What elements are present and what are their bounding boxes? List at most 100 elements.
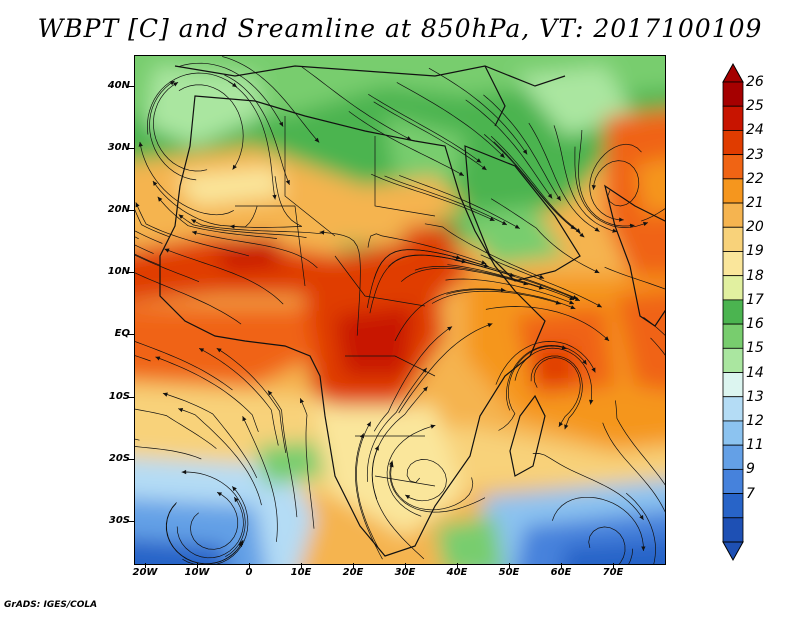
streamline: [480, 254, 602, 308]
streamline-arrow: [164, 248, 170, 253]
streamline: [178, 84, 244, 170]
coastlines-layer: [159, 65, 665, 557]
colorbar-bottom-arrow: [722, 541, 744, 562]
lat-label-20n: 20N: [107, 204, 130, 215]
streamline-arrow: [217, 492, 222, 497]
map-panel: [134, 55, 666, 565]
colorbar-swatch: [722, 396, 744, 422]
streamline: [641, 208, 665, 222]
streamline: [178, 408, 262, 506]
streamline: [166, 503, 244, 564]
colorbar-swatch: [722, 105, 744, 131]
streamline: [301, 66, 412, 141]
streamline-arrow: [232, 486, 237, 492]
streamline-arrow: [272, 194, 277, 200]
streamline-arrow: [178, 408, 184, 413]
streamline: [405, 459, 447, 502]
streamline: [625, 492, 656, 564]
streamline-arrow: [487, 323, 493, 328]
streamline-arrow: [558, 421, 563, 427]
colorbar-swatch: [722, 251, 744, 277]
streamline-arrow: [476, 158, 482, 163]
colorbar: [722, 62, 744, 562]
streamline: [396, 82, 505, 158]
streamline: [446, 289, 576, 310]
colorbar-swatch: [722, 202, 744, 228]
streamline: [164, 248, 284, 305]
streamline: [224, 74, 290, 186]
streamline: [553, 125, 618, 233]
streamline: [229, 176, 303, 228]
colorbar-label: 25: [746, 98, 764, 115]
streamline-arrow: [514, 224, 520, 229]
colorbar-swatch: [722, 323, 744, 349]
streamline-arrow: [242, 416, 247, 422]
streamline-arrow: [366, 421, 371, 427]
colorbar-label: 16: [746, 316, 764, 333]
lon-label-0: 0: [245, 567, 253, 578]
streamline: [530, 355, 583, 430]
colorbar-label: 13: [746, 388, 764, 405]
streamline: [198, 347, 279, 446]
streamline-arrow: [389, 462, 394, 468]
streamline-arrow: [569, 300, 574, 305]
lon-label-10e: 10E: [290, 567, 312, 578]
colorbar-label: 26: [746, 74, 764, 90]
lon-label-60e: 60E: [550, 567, 572, 578]
streamline-arrow: [216, 348, 222, 353]
colorbar-label: 9: [746, 461, 755, 478]
streamline: [498, 345, 567, 431]
streamline: [533, 357, 581, 427]
streamline: [578, 129, 635, 227]
streamline: [135, 355, 151, 362]
streamline: [414, 266, 544, 290]
streamline-arrow: [152, 181, 158, 186]
colorbar-swatch: [722, 347, 744, 373]
streamline-arrow: [564, 424, 569, 430]
streamline-arrow: [572, 295, 578, 300]
streamline-arrow: [191, 219, 197, 224]
streamline-arrow: [629, 223, 635, 228]
streamline: [182, 486, 249, 564]
colorbar-swatch: [722, 81, 744, 107]
streamline: [147, 72, 238, 135]
colorbar-label: 18: [746, 267, 764, 284]
streamline: [551, 496, 644, 552]
streamline: [490, 136, 581, 234]
streamline: [155, 356, 259, 433]
lat-label-10n: 10N: [107, 266, 130, 277]
chart-title: WBPT [C] and Sreamline at 850hPa, VT: 20…: [37, 14, 763, 43]
streamline-arrow: [589, 399, 594, 405]
streamline-arrow: [594, 227, 600, 232]
lat-label-10s: 10S: [108, 391, 130, 402]
streamline-arrow: [181, 469, 187, 475]
streamline: [602, 422, 665, 513]
streamline: [485, 306, 610, 342]
colorbar-label: 20: [746, 219, 764, 236]
streamline: [152, 180, 258, 228]
streamline: [398, 323, 493, 414]
streamline: [490, 198, 600, 274]
streamline: [216, 347, 287, 453]
streamline: [389, 460, 486, 513]
streamline-arrow: [314, 137, 320, 143]
streamline: [135, 254, 200, 283]
streamline: [528, 122, 600, 232]
streamline-arrow: [430, 424, 436, 429]
streamline: [149, 80, 197, 181]
streamline: [593, 160, 640, 207]
streamline-arrow: [538, 285, 544, 290]
streamline: [135, 408, 217, 449]
streamline: [452, 256, 578, 300]
streamline: [135, 244, 154, 254]
streamline-arrow: [591, 185, 596, 190]
streamline: [356, 421, 379, 548]
streamline: [135, 236, 139, 240]
streamline: [178, 214, 307, 238]
colorbar-swatch: [722, 130, 744, 156]
streamline-arrow: [178, 214, 184, 219]
streamline-arrow: [135, 202, 140, 208]
streamline-arrow: [594, 269, 600, 273]
colorbar-label: 14: [746, 364, 764, 381]
colorbar-label: 21: [746, 195, 764, 212]
